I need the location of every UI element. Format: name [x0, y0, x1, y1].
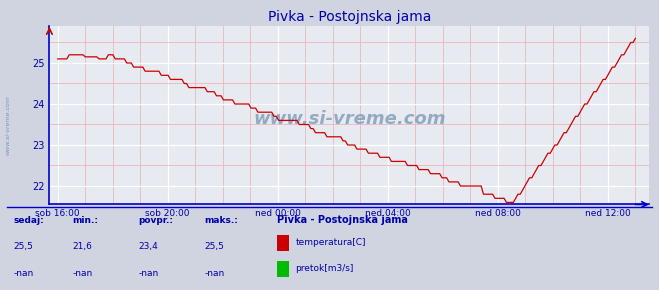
- Text: min.:: min.:: [72, 216, 98, 225]
- Text: -nan: -nan: [138, 269, 159, 278]
- Title: Pivka - Postojnska jama: Pivka - Postojnska jama: [268, 10, 431, 23]
- Text: maks.:: maks.:: [204, 216, 238, 225]
- Text: povpr.:: povpr.:: [138, 216, 173, 225]
- Text: www.si-vreme.com: www.si-vreme.com: [5, 95, 11, 155]
- Text: temperatura[C]: temperatura[C]: [295, 238, 366, 247]
- Text: 25,5: 25,5: [204, 242, 224, 251]
- Text: sedaj:: sedaj:: [13, 216, 44, 225]
- Text: 25,5: 25,5: [13, 242, 33, 251]
- Text: 21,6: 21,6: [72, 242, 92, 251]
- Text: 23,4: 23,4: [138, 242, 158, 251]
- Text: -nan: -nan: [13, 269, 34, 278]
- Text: www.si-vreme.com: www.si-vreme.com: [253, 110, 445, 128]
- Text: -nan: -nan: [204, 269, 225, 278]
- Text: pretok[m3/s]: pretok[m3/s]: [295, 264, 354, 273]
- Text: -nan: -nan: [72, 269, 93, 278]
- Text: Pivka - Postojnska jama: Pivka - Postojnska jama: [277, 215, 408, 225]
